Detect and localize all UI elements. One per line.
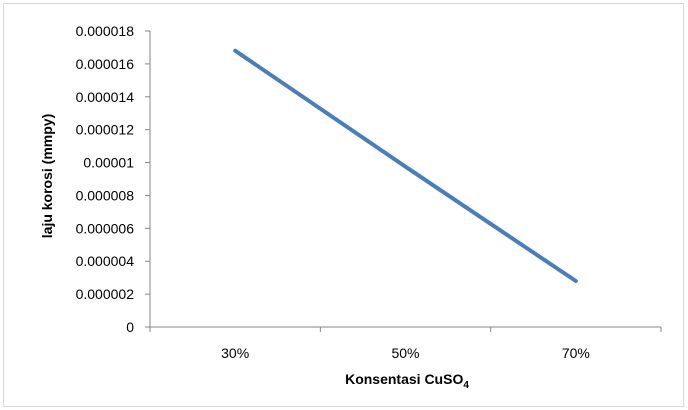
y-tick-label: 0.000018 — [76, 23, 135, 39]
y-tick-label: 0.000006 — [76, 220, 135, 236]
y-tick-label: 0.000002 — [76, 286, 135, 302]
y-tick-label: 0.000004 — [76, 253, 135, 269]
y-tick-label: 0.000012 — [76, 122, 135, 138]
series-line — [233, 48, 578, 283]
y-tick-label: 0.000014 — [76, 89, 135, 105]
x-tick-label: 70% — [562, 345, 590, 361]
y-tick-label: 0.00001 — [83, 155, 134, 171]
series-group — [233, 48, 578, 283]
x-axis-title-main: Konsentasi CuSO — [345, 371, 463, 387]
y-tick-label: 0.000008 — [76, 187, 135, 203]
x-axis-ticks: 30% 50% 70% — [149, 327, 662, 361]
y-tick-label: 0.000016 — [76, 56, 135, 72]
x-tick-label: 50% — [391, 345, 419, 361]
y-axis-title: laju korosi (mmpy) — [39, 114, 55, 238]
x-axis-title: Konsentasi CuSO4 — [345, 371, 469, 391]
x-tick-label: 30% — [221, 345, 249, 361]
chart-frame — [3, 3, 684, 407]
y-tick-label: 0 — [126, 319, 134, 335]
x-axis-title-subscript: 4 — [463, 380, 469, 391]
y-axis-ticks: 0 0.000002 0.000004 0.000006 0.000008 0.00001… — [76, 23, 150, 335]
